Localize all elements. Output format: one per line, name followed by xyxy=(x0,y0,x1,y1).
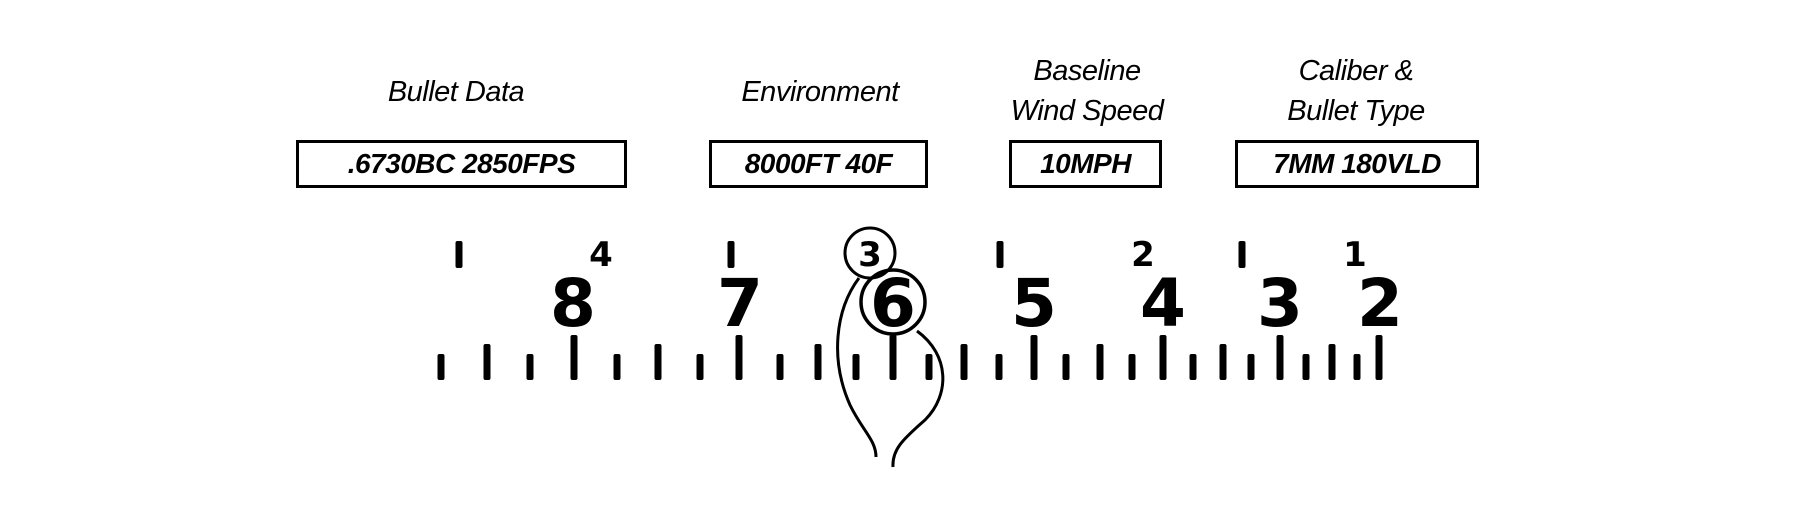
minor-tick xyxy=(1302,354,1310,380)
minor-tick xyxy=(1062,354,1070,380)
wind-speed-label-line: Wind Speed xyxy=(1010,95,1164,127)
major-tick xyxy=(1030,335,1038,380)
wind-speed-value: 10MPH xyxy=(1009,140,1162,188)
bullet-data-label: Bullet Data xyxy=(387,76,525,108)
minor-tick xyxy=(613,354,621,380)
medium-tick xyxy=(1328,344,1336,380)
highlight-circle xyxy=(859,268,927,336)
major-number: 4 xyxy=(1140,265,1186,342)
major-number: 3 xyxy=(1257,265,1303,342)
major-tick xyxy=(735,335,743,380)
upper-number: 2 xyxy=(1131,235,1155,275)
connector-curve xyxy=(836,277,878,458)
caliber-label-line: Bullet Type xyxy=(1287,95,1425,127)
minor-tick xyxy=(1247,354,1255,380)
caliber-label: Caliber & Bullet Type xyxy=(1287,51,1425,131)
major-tick xyxy=(570,335,578,380)
caliber-label-line: Caliber & xyxy=(1298,55,1414,87)
major-number: 2 xyxy=(1357,265,1403,342)
upper-number: 1 xyxy=(1343,235,1367,275)
medium-tick xyxy=(1219,344,1227,380)
upper-tick xyxy=(1238,241,1246,268)
connector-curve xyxy=(891,329,945,468)
minor-tick xyxy=(925,354,933,380)
highlight-circle xyxy=(843,226,897,280)
environment-value: 8000FT 40F xyxy=(709,140,928,188)
upper-number: 4 xyxy=(589,235,613,275)
minor-tick xyxy=(1353,354,1361,380)
minor-tick xyxy=(776,354,784,380)
minor-tick xyxy=(696,354,704,380)
caliber-value: 7MM 180VLD xyxy=(1235,140,1479,188)
upper-tick xyxy=(996,241,1004,268)
major-tick xyxy=(1375,335,1383,380)
upper-tick xyxy=(727,241,735,268)
medium-tick xyxy=(483,344,491,380)
upper-number: 3 xyxy=(858,235,882,275)
environment-label: Environment xyxy=(741,76,899,108)
medium-tick xyxy=(1096,344,1104,380)
major-tick xyxy=(1276,335,1284,380)
wind-speed-label-line: Baseline xyxy=(1033,55,1141,87)
medium-tick xyxy=(814,344,822,380)
minor-tick xyxy=(995,354,1003,380)
major-tick xyxy=(1159,335,1167,380)
medium-tick xyxy=(960,344,968,380)
minor-tick xyxy=(1128,354,1136,380)
upper-tick xyxy=(455,241,463,268)
major-tick xyxy=(889,335,897,380)
bullet-data-value: .6730BC 2850FPS xyxy=(296,140,627,188)
wind-speed-label: Baseline Wind Speed xyxy=(1011,51,1164,131)
minor-tick xyxy=(526,354,534,380)
medium-tick xyxy=(654,344,662,380)
major-number: 8 xyxy=(550,265,596,342)
minor-tick xyxy=(1189,354,1197,380)
minor-tick xyxy=(852,354,860,380)
major-number: 7 xyxy=(717,265,763,342)
major-number: 5 xyxy=(1011,265,1057,342)
minor-tick xyxy=(437,354,445,380)
